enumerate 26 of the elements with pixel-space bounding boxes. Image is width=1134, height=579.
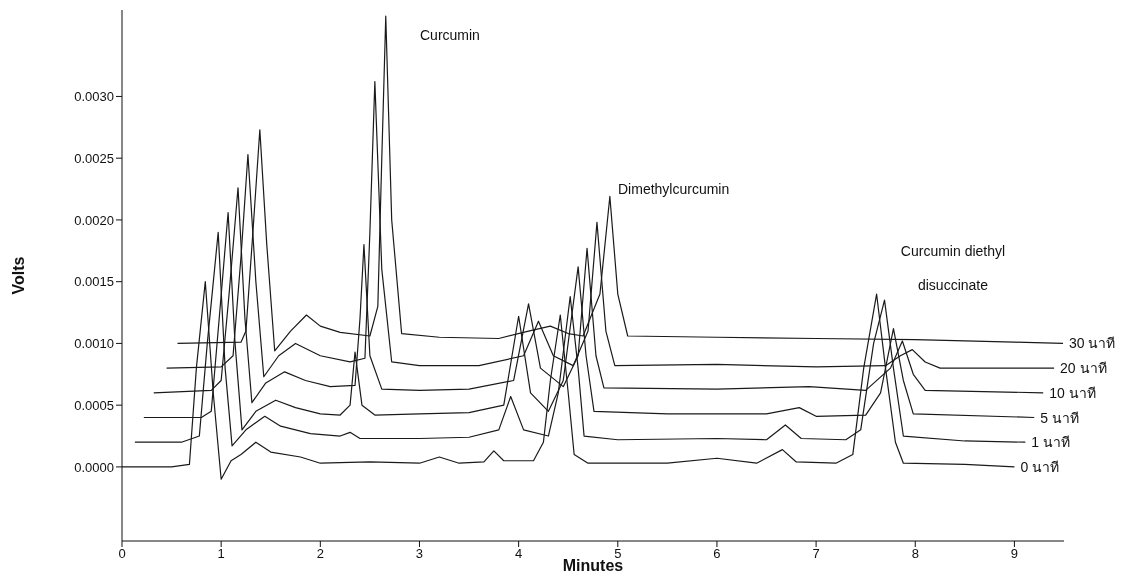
series-label: 0 นาที — [1020, 458, 1060, 475]
x-tick-label: 0 — [118, 546, 126, 562]
x-tick-label: 6 — [713, 546, 721, 562]
y-tick-label: 0.0030 — [74, 89, 114, 105]
x-tick-label: 4 — [515, 546, 523, 562]
series-label: 10 นาที — [1049, 384, 1096, 401]
series-label: 5 นาที — [1040, 409, 1079, 426]
series-label: 1 นาที — [1031, 434, 1071, 451]
y-tick-label: 0.0015 — [74, 274, 114, 290]
x-tick-label: 2 — [316, 546, 324, 562]
x-tick-label: 7 — [812, 546, 820, 562]
annotation: Curcumin — [420, 27, 480, 43]
text: Curcumin diethyl disuccinate — [900, 243, 1006, 293]
y-tick-label: 0.0010 — [74, 336, 114, 352]
x-tick-label: 3 — [415, 546, 424, 562]
y-axis-title: Volts — [9, 256, 27, 295]
y-tick-label: 0.0020 — [74, 212, 114, 228]
y-tick-label: 0.0025 — [74, 150, 114, 166]
x-tick-label: 9 — [1010, 546, 1019, 562]
series-label: 30 นาที — [1069, 335, 1116, 352]
series-label: 20 นาที — [1060, 360, 1107, 377]
y-tick-label: 0.0000 — [74, 459, 114, 475]
x-tick-label: 8 — [911, 546, 919, 562]
x-tick-label: 1 — [217, 546, 225, 562]
y-tick-label: 0.0005 — [74, 397, 114, 413]
annotation: Dimethylcurcumin — [618, 181, 730, 197]
